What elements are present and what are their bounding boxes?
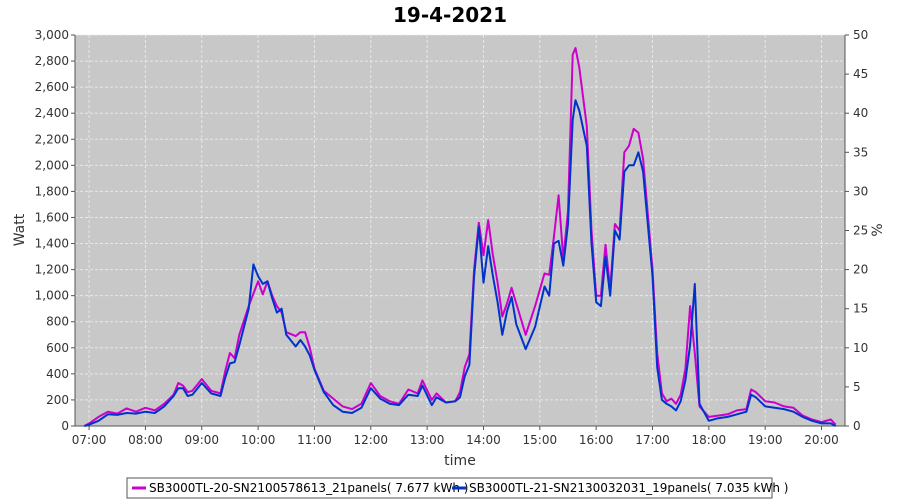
- x-tick-label: 17:00: [635, 433, 670, 447]
- y2-tick-label: 0: [853, 419, 861, 433]
- y-tick-label: 2,400: [35, 106, 69, 120]
- y2-tick-label: 5: [853, 380, 861, 394]
- y-tick-label: 1,000: [35, 289, 69, 303]
- y-tick-label: 1,400: [35, 237, 69, 251]
- x-tick-label: 08:00: [128, 433, 163, 447]
- x-tick-label: 10:00: [241, 433, 276, 447]
- chart-title: 19-4-2021: [393, 3, 507, 27]
- x-tick-label: 18:00: [692, 433, 727, 447]
- x-tick-label: 11:00: [297, 433, 332, 447]
- x-tick-label: 20:00: [804, 433, 839, 447]
- y-tick-label: 1,800: [35, 184, 69, 198]
- y-tick-label: 800: [46, 315, 69, 329]
- x-tick-label: 16:00: [579, 433, 614, 447]
- legend-label-2: SB3000TL-21-SN2130032031_19panels( 7.035…: [469, 481, 788, 495]
- series-line-1: [83, 47, 837, 427]
- y-axis-label: Watt: [12, 213, 28, 246]
- x-tick-label: 15:00: [523, 433, 558, 447]
- y-tick-label: 1,200: [35, 263, 69, 277]
- y-tick-label: 2,000: [35, 158, 69, 172]
- x-tick-label: 09:00: [184, 433, 219, 447]
- x-axis-label: time: [444, 453, 476, 469]
- y2-tick-label: 45: [853, 67, 868, 81]
- y-tick-label: 2,600: [35, 80, 69, 94]
- y-tick-label: 2,800: [35, 54, 69, 68]
- legend-label-1: SB3000TL-20-SN2100578613_21panels( 7.677…: [149, 481, 468, 495]
- legend: [126, 477, 773, 499]
- x-tick-label: 14:00: [466, 433, 501, 447]
- y-axis-ticks: 0 200 400 600 800 1,000 1,200 1,400 1,600 1,800 2,…: [35, 28, 76, 433]
- series-lines: [83, 47, 837, 427]
- series-line-2: [84, 99, 837, 427]
- plot-area: [75, 35, 845, 426]
- y2-tick-label: 30: [853, 184, 868, 198]
- y2-tick-label: 10: [853, 341, 868, 355]
- y2-tick-label: 25: [853, 224, 868, 238]
- y-tick-label: 1,600: [35, 210, 69, 224]
- y2-tick-label: 50: [853, 28, 868, 42]
- x-axis-ticks: 07:00 08:00 09:00 10:00 11:00 12:00 13:00 14:00…: [72, 425, 845, 447]
- grid: [75, 34, 845, 427]
- y-tick-label: 200: [46, 393, 69, 407]
- y2-axis-label: %: [870, 223, 886, 236]
- y2-tick-label: 35: [853, 145, 868, 159]
- y-tick-label: 0: [61, 419, 69, 433]
- y2-axis-ticks: 0 5 10 15 20 25 30 35 40 45 50: [844, 28, 868, 433]
- y-tick-label: 400: [46, 367, 69, 381]
- legend-items: SB3000TL-20-SN2100578613_21panels( 7.677…: [132, 481, 788, 495]
- x-tick-label: 19:00: [748, 433, 783, 447]
- y2-tick-label: 40: [853, 106, 868, 120]
- x-tick-label: 13:00: [410, 433, 445, 447]
- y2-tick-label: 15: [853, 302, 868, 316]
- x-tick-label: 07:00: [72, 433, 107, 447]
- x-tick-label: 12:00: [353, 433, 388, 447]
- y-tick-label: 600: [46, 341, 69, 355]
- y2-tick-label: 20: [853, 263, 868, 277]
- y-tick-label: 2,200: [35, 132, 69, 146]
- y-tick-label: 3,000: [35, 28, 69, 42]
